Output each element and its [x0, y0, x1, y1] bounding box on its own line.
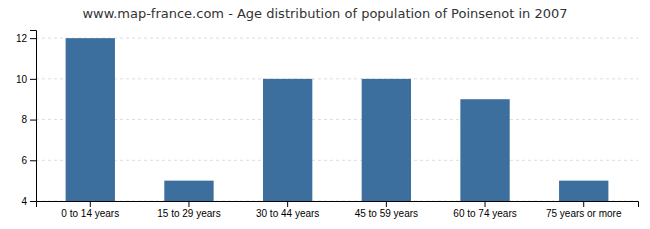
grid — [36, 38, 638, 201]
x-tick-mark — [287, 201, 288, 207]
grid-line — [36, 78, 638, 79]
x-tick: 60 to 74 years — [453, 201, 516, 219]
x-tick-label: 30 to 44 years — [256, 208, 319, 219]
y-axis-line — [30, 31, 37, 202]
x-tick-mark — [386, 201, 387, 207]
y-tick-label: 6 — [21, 155, 27, 166]
grid-line — [36, 38, 638, 39]
y-tick-mark — [30, 201, 36, 202]
x-tick-label: 75 years or more — [546, 208, 622, 219]
x-tick-mark — [485, 201, 486, 207]
y-axis: 4 6 8 10 12 — [16, 31, 37, 207]
bar — [66, 38, 115, 201]
y-tick-label: 8 — [21, 114, 27, 125]
x-tick: 45 to 59 years — [355, 201, 418, 219]
y-tick: 8 — [21, 114, 36, 125]
y-tick-label: 12 — [16, 33, 28, 44]
x-tick-label: 15 to 29 years — [157, 208, 220, 219]
grid-line — [36, 119, 638, 120]
x-tick: 15 to 29 years — [157, 201, 220, 219]
y-tick: 6 — [21, 155, 36, 166]
x-tick: 30 to 44 years — [256, 201, 319, 219]
x-tick-label: 60 to 74 years — [453, 208, 516, 219]
y-tick-mark — [30, 120, 36, 121]
x-tick-mark — [583, 201, 584, 207]
y-tick: 4 — [21, 196, 36, 207]
x-tick-mark — [90, 201, 91, 207]
x-tick-label: 45 to 59 years — [355, 208, 418, 219]
y-tick-mark — [30, 160, 36, 161]
y-tick: 10 — [16, 74, 36, 85]
plot: 4 6 8 10 12 0 to 14 years 15 to 29 years 30 to … — [16, 31, 639, 229]
x-tick-label: 0 to 14 years — [61, 208, 119, 219]
bar — [164, 181, 213, 201]
title: www.map-france.com - Age distribution of… — [82, 6, 567, 21]
x-tick: 0 to 14 years — [61, 201, 119, 219]
bar — [460, 99, 509, 201]
x-axis: 0 to 14 years 15 to 29 years 30 to 44 year… — [37, 201, 639, 219]
y-tick-label: 10 — [16, 74, 28, 85]
y-tick-mark — [30, 38, 36, 39]
y-tick-label: 4 — [21, 196, 27, 207]
x-axis-line — [37, 202, 639, 208]
x-tick-mark — [188, 201, 189, 207]
x-tick: 75 years or more — [546, 201, 622, 219]
bar — [559, 181, 608, 201]
y-tick-mark — [30, 79, 36, 80]
bar — [362, 79, 411, 201]
grid-line — [36, 160, 638, 161]
bar — [263, 79, 312, 201]
y-tick: 12 — [16, 33, 36, 44]
chart: www.map-france.com - Age distribution of… — [0, 0, 650, 229]
bars — [66, 38, 609, 201]
